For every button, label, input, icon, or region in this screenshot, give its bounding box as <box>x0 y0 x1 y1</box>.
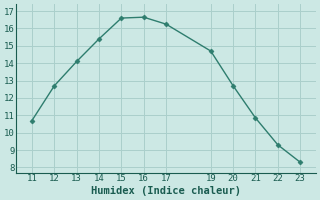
X-axis label: Humidex (Indice chaleur): Humidex (Indice chaleur) <box>91 186 241 196</box>
